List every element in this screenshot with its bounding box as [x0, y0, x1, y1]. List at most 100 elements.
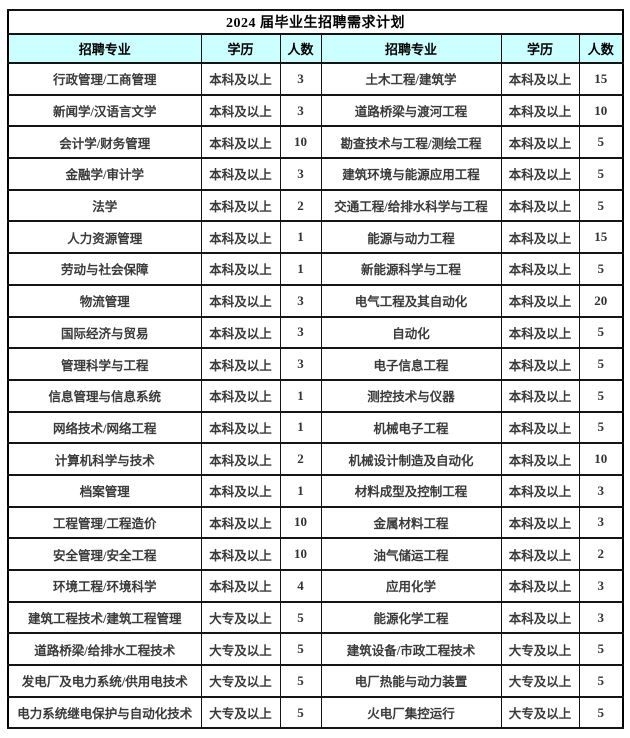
count-cell-right: 5: [578, 125, 624, 160]
major-cell-right: 交通工程/给排水科学与工程: [320, 188, 502, 223]
count-cell-right: 5: [578, 410, 624, 445]
count-cell-right: 2: [578, 537, 624, 571]
major-cell-right: 金属材料工程: [320, 505, 502, 540]
major-cell-right: 能源与动力工程: [320, 220, 502, 255]
major-cell-left: 工程管理/工程造价: [7, 505, 202, 540]
header-major-right: 招聘专业: [320, 33, 502, 64]
degree-cell-right: 大专及以上: [500, 632, 580, 667]
count-cell-left: 2: [279, 442, 322, 476]
degree-cell-left: 本科及以上: [200, 62, 281, 96]
count-cell-right: 15: [578, 220, 624, 255]
header-row: 招聘专业 学历 人数 招聘专业 学历 人数: [7, 33, 624, 64]
count-cell-left: 4: [279, 569, 322, 603]
header-major-left: 招聘专业: [7, 33, 202, 64]
degree-cell-left: 本科及以上: [200, 220, 281, 255]
degree-cell-right: 本科及以上: [500, 569, 580, 603]
table-title: 2024 届毕业生招聘需求计划: [7, 9, 624, 35]
degree-cell-left: 本科及以上: [200, 473, 281, 508]
major-cell-left: 安全管理/安全工程: [7, 537, 202, 571]
count-cell-right: 5: [578, 157, 624, 191]
major-cell-left: 网络技术/网络工程: [7, 410, 202, 445]
count-cell-right: 20: [578, 283, 624, 318]
table-row: 管理科学与工程 本科及以上 3 电子信息工程 本科及以上 5: [7, 347, 624, 381]
major-cell-right: 电厂热能与动力装置: [320, 664, 502, 698]
degree-cell-right: 本科及以上: [500, 505, 580, 540]
major-cell-left: 环境工程/环境科学: [7, 569, 202, 603]
degree-cell-left: 本科及以上: [200, 378, 281, 413]
major-cell-right: 机械设计制造及自动化: [320, 442, 502, 476]
major-cell-right: 新能源科学与工程: [320, 252, 502, 286]
count-cell-right: 15: [578, 62, 624, 96]
degree-cell-left: 本科及以上: [200, 283, 281, 318]
count-cell-left: 1: [279, 410, 322, 445]
table-row: 建筑工程技术/建筑工程管理 大专及以上 5 能源化学工程 本科及以上 3: [7, 600, 624, 635]
count-cell-right: 5: [578, 188, 624, 223]
degree-cell-left: 本科及以上: [200, 410, 281, 445]
table-row: 人力资源管理 本科及以上 1 能源与动力工程 本科及以上 15: [7, 220, 624, 255]
major-cell-right: 建筑设备/市政工程技术: [320, 632, 502, 667]
degree-cell-left: 大专及以上: [200, 632, 281, 667]
table-row: 环境工程/环境科学 本科及以上 4 应用化学 本科及以上 3: [7, 569, 624, 603]
table-row: 新闻学/汉语言文学 本科及以上 3 道路桥梁与渡河工程 本科及以上 10: [7, 93, 624, 128]
degree-cell-left: 大专及以上: [200, 600, 281, 635]
count-cell-right: 3: [578, 505, 624, 540]
table-row: 工程管理/工程造价 本科及以上 10 金属材料工程 本科及以上 3: [7, 505, 624, 540]
degree-cell-left: 大专及以上: [200, 664, 281, 698]
header-degree-right: 学历: [500, 33, 580, 64]
degree-cell-left: 本科及以上: [200, 157, 281, 191]
major-cell-left: 国际经济与贸易: [7, 315, 202, 350]
major-cell-left: 电力系统继电保护与自动化技术: [7, 695, 202, 730]
major-cell-left: 会计学/财务管理: [7, 125, 202, 160]
table-row: 网络技术/网络工程 本科及以上 1 机械电子工程 本科及以上 5: [7, 410, 624, 445]
table-row: 会计学/财务管理 本科及以上 10 勘查技术与工程/测绘工程 本科及以上 5: [7, 125, 624, 160]
degree-cell-right: 大专及以上: [500, 664, 580, 698]
major-cell-right: 电气工程及其自动化: [320, 283, 502, 318]
degree-cell-right: 本科及以上: [500, 283, 580, 318]
count-cell-left: 3: [279, 347, 322, 381]
table-row: 发电厂及电力系统/供用电技术 大专及以上 5 电厂热能与动力装置 大专及以上 5: [7, 664, 624, 698]
major-cell-left: 建筑工程技术/建筑工程管理: [7, 600, 202, 635]
count-cell-right: 5: [578, 695, 624, 730]
degree-cell-right: 本科及以上: [500, 473, 580, 508]
count-cell-right: 3: [578, 600, 624, 635]
degree-cell-right: 本科及以上: [500, 537, 580, 571]
count-cell-left: 1: [279, 220, 322, 255]
degree-cell-left: 本科及以上: [200, 442, 281, 476]
degree-cell-left: 本科及以上: [200, 537, 281, 571]
major-cell-left: 道路桥梁/给排水工程技术: [7, 632, 202, 667]
count-cell-left: 1: [279, 252, 322, 286]
count-cell-left: 3: [279, 157, 322, 191]
major-cell-right: 道路桥梁与渡河工程: [320, 93, 502, 128]
count-cell-left: 5: [279, 600, 322, 635]
degree-cell-left: 本科及以上: [200, 505, 281, 540]
degree-cell-left: 本科及以上: [200, 188, 281, 223]
major-cell-left: 档案管理: [7, 473, 202, 508]
degree-cell-right: 本科及以上: [500, 157, 580, 191]
major-cell-left: 金融学/审计学: [7, 157, 202, 191]
count-cell-right: 3: [578, 569, 624, 603]
major-cell-left: 计算机科学与技术: [7, 442, 202, 476]
table-row: 档案管理 本科及以上 1 材料成型及控制工程 本科及以上 3: [7, 473, 624, 508]
major-cell-left: 物流管理: [7, 283, 202, 318]
table-row: 信息管理与信息系统 本科及以上 1 测控技术与仪器 本科及以上 5: [7, 378, 624, 413]
count-cell-left: 3: [279, 93, 322, 128]
table-row: 国际经济与贸易 本科及以上 3 自动化 本科及以上 5: [7, 315, 624, 350]
degree-cell-right: 本科及以上: [500, 188, 580, 223]
count-cell-right: 10: [578, 442, 624, 476]
degree-cell-right: 本科及以上: [500, 252, 580, 286]
major-cell-right: 测控技术与仪器: [320, 378, 502, 413]
header-count-right: 人数: [578, 33, 624, 64]
count-cell-left: 3: [279, 62, 322, 96]
table-row: 金融学/审计学 本科及以上 3 建筑环境与能源应用工程 本科及以上 5: [7, 157, 624, 191]
major-cell-right: 机械电子工程: [320, 410, 502, 445]
major-cell-left: 管理科学与工程: [7, 347, 202, 381]
major-cell-right: 建筑环境与能源应用工程: [320, 157, 502, 191]
count-cell-left: 3: [279, 283, 322, 318]
degree-cell-left: 本科及以上: [200, 93, 281, 128]
major-cell-right: 油气储运工程: [320, 537, 502, 571]
degree-cell-right: 本科及以上: [500, 62, 580, 96]
count-cell-right: 10: [578, 93, 624, 128]
degree-cell-left: 本科及以上: [200, 347, 281, 381]
degree-cell-right: 本科及以上: [500, 93, 580, 128]
